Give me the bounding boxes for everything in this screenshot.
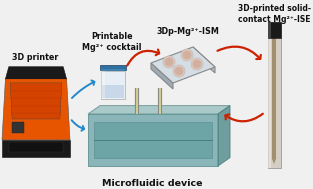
Circle shape	[192, 60, 202, 68]
Text: 3Dp-Mg²⁺-ISM: 3Dp-Mg²⁺-ISM	[156, 28, 219, 36]
Polygon shape	[88, 114, 218, 166]
Polygon shape	[10, 83, 62, 119]
Text: Microfluidic device: Microfluidic device	[102, 178, 202, 187]
Polygon shape	[268, 22, 280, 38]
Polygon shape	[5, 79, 67, 100]
Text: 3D printer: 3D printer	[12, 53, 58, 63]
Text: 3D-printed solid-
contact Mg²⁺-ISE: 3D-printed solid- contact Mg²⁺-ISE	[238, 4, 310, 24]
Polygon shape	[2, 79, 70, 140]
Circle shape	[163, 56, 175, 68]
Polygon shape	[101, 71, 125, 99]
Circle shape	[175, 67, 183, 75]
Polygon shape	[268, 22, 271, 168]
Polygon shape	[9, 142, 63, 152]
Polygon shape	[5, 67, 67, 79]
Circle shape	[191, 58, 203, 70]
Polygon shape	[88, 106, 230, 114]
Polygon shape	[268, 22, 271, 38]
Circle shape	[182, 50, 192, 60]
Circle shape	[173, 65, 185, 77]
Polygon shape	[151, 47, 215, 83]
Polygon shape	[193, 47, 215, 73]
Polygon shape	[12, 122, 24, 133]
Polygon shape	[151, 63, 173, 89]
Polygon shape	[100, 65, 126, 70]
Polygon shape	[102, 85, 124, 98]
Polygon shape	[268, 22, 280, 168]
Circle shape	[165, 57, 173, 67]
Polygon shape	[272, 158, 276, 164]
Polygon shape	[2, 140, 70, 157]
Polygon shape	[101, 71, 105, 99]
Polygon shape	[100, 69, 126, 71]
Circle shape	[181, 49, 193, 61]
Text: Printable
Mg²⁺ cocktail: Printable Mg²⁺ cocktail	[82, 32, 142, 52]
Polygon shape	[272, 27, 276, 158]
Polygon shape	[94, 122, 212, 158]
Polygon shape	[218, 106, 230, 166]
